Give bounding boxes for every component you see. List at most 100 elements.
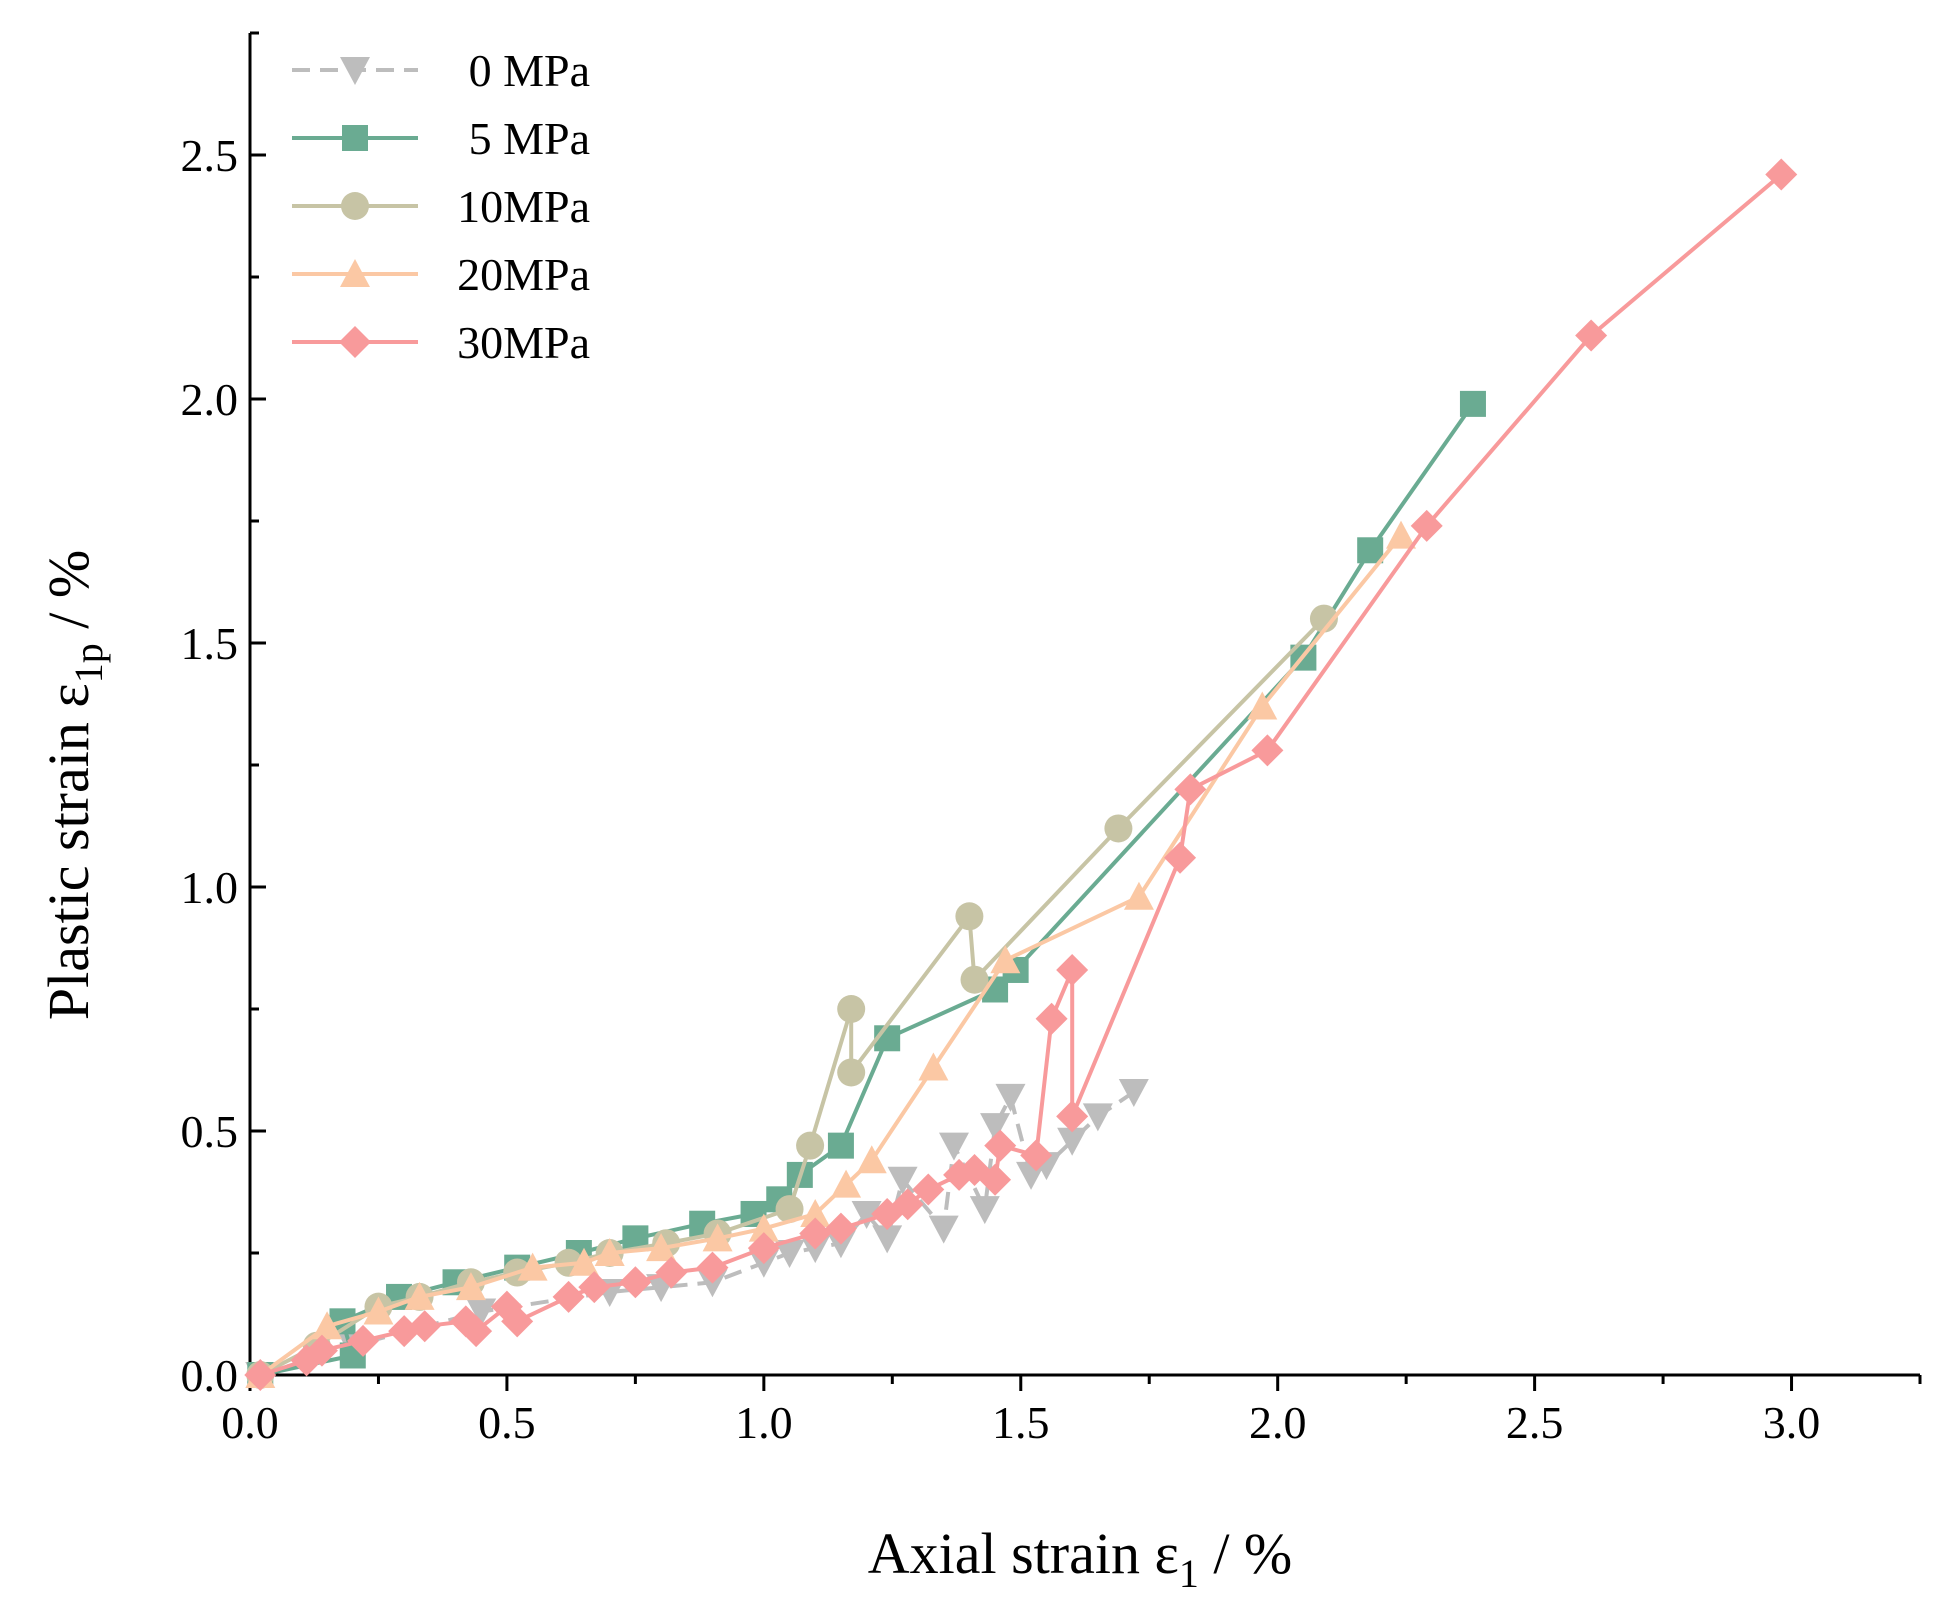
- data-point: [702, 1223, 733, 1252]
- data-point: [1035, 1002, 1068, 1035]
- data-point: [552, 1280, 585, 1313]
- data-point: [404, 1281, 435, 1310]
- data-point: [979, 1163, 1012, 1196]
- series-5mpa: [247, 390, 1486, 1388]
- legend-item: 20MPa: [292, 249, 590, 300]
- legend-label: 20MPa: [457, 249, 590, 300]
- data-point: [969, 1196, 1000, 1225]
- legend-item: 0 MPa: [292, 45, 590, 96]
- data-point: [455, 1272, 486, 1301]
- data-point: [1575, 319, 1608, 352]
- data-point: [1082, 1103, 1113, 1132]
- data-point: [363, 1296, 394, 1325]
- data-point: [955, 902, 984, 931]
- data-point: [1056, 1100, 1089, 1133]
- data-point: [460, 1315, 493, 1348]
- data-point: [851, 1200, 882, 1229]
- y-tick-label: 2.5: [181, 130, 239, 181]
- data-point: [990, 945, 1021, 974]
- data-point: [938, 1132, 969, 1161]
- series-layer: [244, 158, 1798, 1391]
- data-point: [827, 1132, 854, 1159]
- x-tick-label: 1.5: [992, 1397, 1050, 1448]
- data-point: [517, 1252, 548, 1281]
- legend-item: 10MPa: [292, 181, 590, 232]
- legend-item: 30MPa: [292, 317, 590, 368]
- series-line: [259, 402, 1475, 1377]
- data-point: [466, 1298, 497, 1327]
- y-tick-label: 2.0: [181, 374, 239, 425]
- y-axis-title: Plastic strain ε1p / %: [36, 550, 111, 1020]
- data-point: [1104, 814, 1133, 843]
- data-point: [984, 1129, 1017, 1162]
- legend-label: 30MPa: [457, 317, 590, 368]
- data-point: [696, 1251, 729, 1284]
- data-point: [1309, 604, 1338, 633]
- data-point: [928, 1215, 959, 1244]
- series-20mpa: [245, 520, 1417, 1388]
- data-point: [912, 1173, 945, 1206]
- data-point: [995, 1083, 1026, 1112]
- legend-marker: [340, 259, 370, 287]
- x-tick-label: 1.0: [735, 1397, 793, 1448]
- data-point: [1459, 390, 1486, 417]
- axis-titles: Axial strain ε1 / % Plastic strain ε1p /…: [36, 550, 1292, 1596]
- data-point: [887, 1166, 918, 1195]
- x-tick-label: 2.5: [1506, 1397, 1564, 1448]
- x-tick-label: 2.0: [1249, 1397, 1307, 1448]
- data-point: [655, 1256, 688, 1289]
- data-point: [774, 1240, 805, 1268]
- y-tick-label: 0.0: [181, 1350, 239, 1401]
- legend-item: 5 MPa: [292, 113, 590, 164]
- data-point: [1056, 953, 1089, 986]
- data-point: [960, 965, 989, 994]
- legend-marker: [341, 192, 369, 220]
- data-point: [775, 1195, 804, 1224]
- y-tick-label: 1.5: [181, 618, 239, 669]
- data-point: [837, 1058, 866, 1087]
- data-point: [856, 1145, 887, 1174]
- data-point: [837, 995, 866, 1023]
- data-point: [619, 1266, 652, 1299]
- x-axis-title: Axial strain ε1 / %: [868, 1521, 1293, 1596]
- data-point: [1251, 734, 1284, 767]
- data-point: [800, 1198, 831, 1227]
- legend-marker: [340, 57, 370, 85]
- series-10mpa: [246, 604, 1338, 1389]
- data-point: [1057, 1127, 1088, 1156]
- data-point: [646, 1233, 677, 1262]
- data-point: [831, 1169, 862, 1198]
- data-point: [799, 1217, 832, 1250]
- data-point: [578, 1271, 611, 1304]
- data-point: [872, 1225, 903, 1254]
- data-point: [490, 1290, 523, 1323]
- data-point: [918, 1052, 949, 1081]
- data-point: [1020, 1139, 1053, 1172]
- data-point: [1174, 773, 1207, 806]
- data-point: [824, 1212, 857, 1245]
- x-tick-label: 0.0: [221, 1397, 279, 1448]
- data-point: [312, 1311, 343, 1340]
- data-point: [747, 1232, 780, 1265]
- data-point: [594, 1238, 625, 1266]
- data-point: [1123, 881, 1154, 910]
- legend-label: 0 MPa: [469, 45, 590, 96]
- data-point: [980, 1113, 1011, 1142]
- x-tick-label: 3.0: [1763, 1397, 1821, 1448]
- legend-label: 10MPa: [457, 181, 590, 232]
- data-point: [1118, 1078, 1149, 1107]
- data-point: [1247, 691, 1278, 720]
- y-tick-label: 0.5: [181, 1106, 239, 1157]
- data-point: [891, 1188, 924, 1221]
- data-point: [347, 1324, 380, 1357]
- series-30mpa: [244, 158, 1798, 1391]
- legend-label: 5 MPa: [469, 113, 590, 164]
- legend-marker: [342, 125, 368, 151]
- data-point: [1410, 509, 1443, 542]
- data-point: [408, 1310, 441, 1343]
- data-point: [1386, 520, 1417, 549]
- axes: 0.0 0.5 1.0 1.5 2.0 2.5 3.0 0.0 0.5 1.0 1.5 2.0 2.5: [181, 31, 1922, 1448]
- data-point: [569, 1247, 599, 1276]
- legend: 0 MPa 5 MPa 10MPa 20MPa 30MPa: [292, 45, 590, 368]
